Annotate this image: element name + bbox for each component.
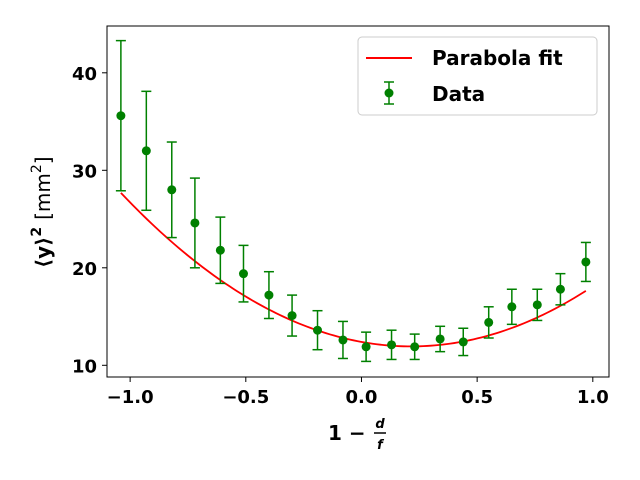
data-point-10 [337, 320, 348, 360]
svg-text:⟨y⟩2[mm2]: ⟨y⟩2[mm2] [29, 156, 55, 268]
x-tick-label: 0.0 [346, 387, 378, 408]
data-marker [116, 111, 126, 121]
y-axis-label-unit-sup: 2 [29, 164, 45, 173]
data-marker [215, 245, 225, 255]
x-tick-label: 0.5 [461, 387, 493, 408]
plot-area [115, 39, 591, 363]
data-marker [507, 302, 517, 312]
data-point-9 [312, 309, 323, 351]
x-axis-label-numerator: d [375, 417, 385, 432]
data-marker [287, 311, 297, 321]
y-tick-label: 30 [72, 161, 97, 182]
data-point-13 [409, 333, 420, 361]
data-marker [141, 146, 151, 156]
data-point-6 [238, 244, 249, 303]
data-marker [555, 284, 565, 294]
x-tick-label: 1.0 [577, 387, 609, 408]
data-marker [338, 335, 348, 345]
data-marker [167, 185, 177, 195]
x-axis-label-denominator: f [377, 438, 385, 453]
data-point-18 [532, 288, 543, 322]
data-marker [264, 290, 274, 300]
fit-curve [120, 192, 587, 348]
data-point-16 [483, 306, 494, 339]
axes-frame [106, 25, 610, 378]
y-tick-label: 10 [72, 356, 97, 377]
data-point-8 [287, 294, 298, 337]
data-marker [581, 257, 591, 267]
y-tick-label: 20 [72, 259, 97, 280]
x-axis-label-main: 1 − [328, 421, 366, 445]
data-marker [532, 300, 542, 310]
legend-fit-label: Parabola fit [432, 46, 563, 70]
y-axis-label: ⟨y⟩2[mm2] [29, 156, 55, 268]
legend-data-label: Data [432, 82, 485, 106]
y-axis-label-unit: [mm [31, 173, 55, 220]
data-point-20 [580, 241, 591, 283]
data-marker [190, 218, 200, 228]
y-axis-label-main: ⟨y⟩ [31, 237, 55, 268]
data-marker [458, 337, 468, 347]
data-marker [238, 269, 248, 279]
data-point-4 [189, 177, 200, 269]
data-point-15 [458, 327, 469, 357]
data-point-11 [361, 331, 372, 363]
data-point-1 [115, 39, 126, 192]
data-marker [387, 340, 397, 350]
x-tick-label: −0.5 [222, 387, 269, 408]
data-point-12 [386, 329, 397, 361]
data-point-19 [555, 272, 566, 306]
data-point-3 [166, 141, 177, 239]
data-marker [361, 342, 371, 352]
x-axis-label: 1 − d f [328, 417, 386, 453]
legend-frame [357, 36, 598, 116]
data-marker [410, 342, 420, 352]
legend-data-marker [384, 88, 394, 98]
data-marker [484, 317, 494, 327]
data-point-17 [506, 288, 517, 326]
x-tick-label: −1.0 [107, 387, 154, 408]
y-axis-label-unit-close: ] [31, 156, 55, 164]
axis-ticks: −1.0 −0.5 0.0 0.5 1.0 10 20 30 40 [72, 64, 609, 408]
data-marker [435, 334, 445, 344]
data-point-14 [435, 325, 446, 353]
legend: Parabola fit Data [357, 36, 598, 116]
data-marker [313, 325, 323, 335]
data-point-5 [215, 216, 226, 285]
y-axis-label-sup: 2 [29, 227, 45, 237]
data-point-2 [141, 90, 152, 212]
y-tick-label: 40 [72, 64, 97, 85]
data-point-7 [263, 270, 274, 320]
